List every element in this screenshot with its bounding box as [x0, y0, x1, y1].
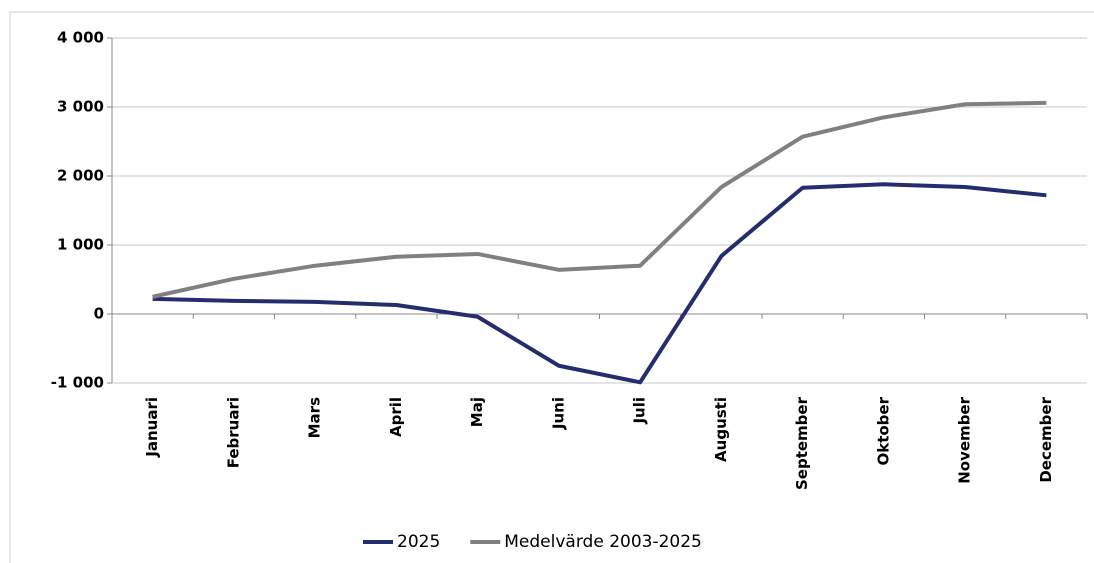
y-tick-label: 2 000 — [57, 167, 104, 185]
x-tick-label: Februari — [224, 397, 242, 468]
x-tick-label: Maj — [468, 397, 486, 427]
y-tick-label: 4 000 — [57, 29, 104, 47]
x-tick-label: Juli — [631, 397, 649, 425]
x-tick-label: December — [1037, 396, 1055, 482]
legend-label: 2025 — [397, 532, 440, 552]
y-tick-label: 1 000 — [57, 236, 104, 254]
y-tick-label: 3 000 — [57, 98, 104, 116]
x-tick-label: Mars — [306, 397, 324, 438]
x-tick-label: Januari — [143, 397, 161, 458]
y-tick-label: 0 — [94, 305, 104, 323]
chart-border — [9, 11, 1094, 563]
x-tick-label: November — [956, 396, 974, 483]
series-line — [152, 100, 1047, 299]
x-tick-label: September — [793, 396, 811, 490]
x-tick-label: Augusti — [712, 397, 730, 462]
series-line — [152, 182, 1047, 385]
legend-label: Medelvärde 2003-2025 — [504, 532, 702, 552]
x-tick-label: Juni — [549, 397, 567, 430]
x-tick-label: Oktober — [874, 396, 892, 465]
y-tick-label: -1 000 — [51, 374, 104, 392]
x-tick-label: April — [387, 397, 405, 437]
